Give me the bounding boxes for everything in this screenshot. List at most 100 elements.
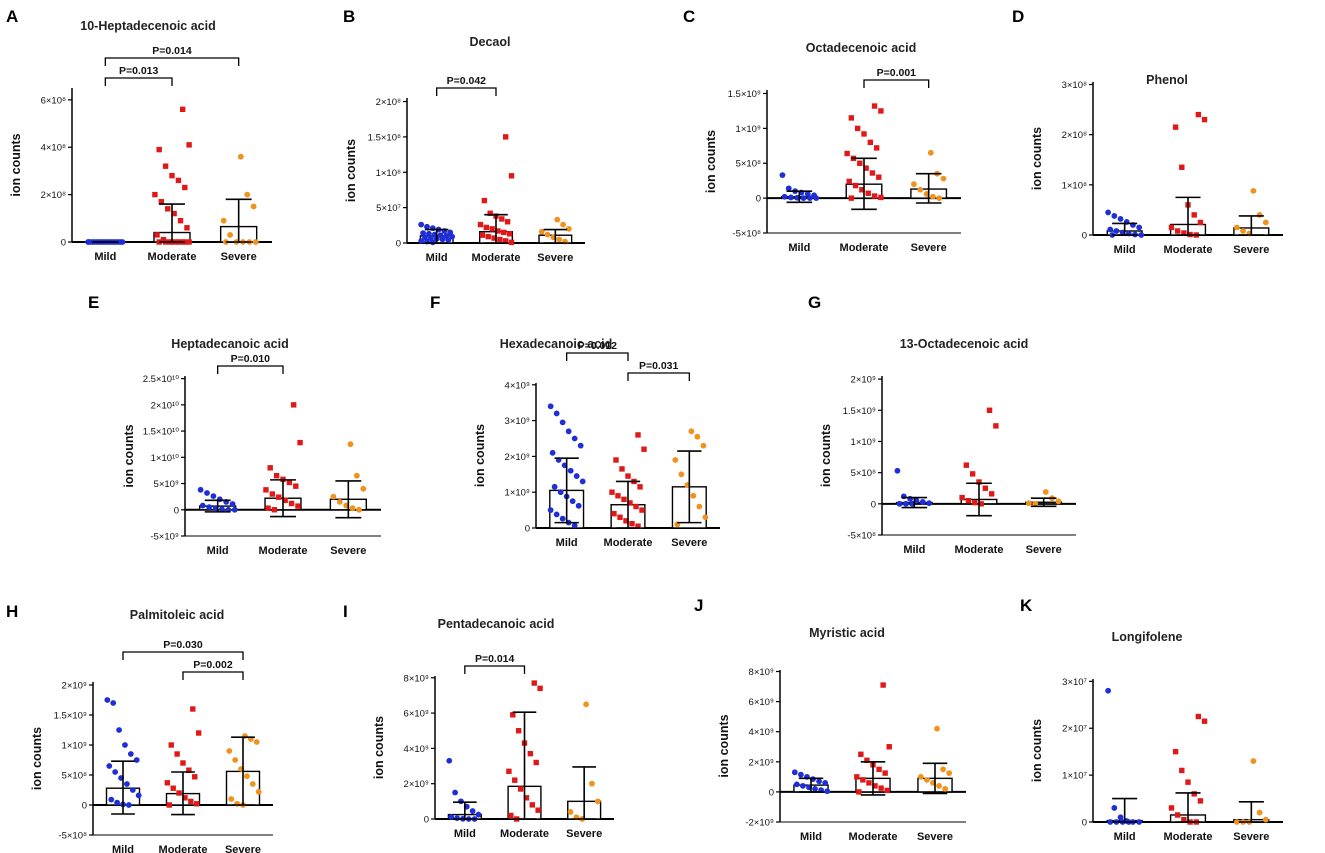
- data-point: [179, 106, 186, 113]
- data-point: [265, 505, 271, 511]
- data-point: [876, 766, 882, 773]
- data-point: [852, 182, 859, 189]
- panel-letter: E: [88, 293, 99, 312]
- data-point: [1117, 216, 1124, 222]
- data-point: [993, 423, 999, 429]
- y-tick-label: 2×10⁷: [1062, 724, 1087, 735]
- data-point: [192, 774, 198, 780]
- data-point: [781, 193, 788, 200]
- y-tick-label: 0: [871, 499, 876, 510]
- group-severe: [1233, 758, 1270, 825]
- data-point: [813, 195, 820, 202]
- data-point: [1233, 819, 1240, 825]
- p-value-label: P=0.031: [639, 360, 679, 372]
- bracket-line: [436, 87, 497, 96]
- data-point: [231, 506, 238, 513]
- data-point: [418, 237, 425, 244]
- data-point: [269, 491, 276, 497]
- data-point: [857, 160, 863, 166]
- data-point: [501, 229, 507, 236]
- data-point: [164, 780, 171, 786]
- data-point: [946, 770, 953, 776]
- panel-letter: C: [683, 7, 695, 26]
- data-point: [858, 751, 864, 757]
- x-category-label: Severe: [1026, 544, 1062, 556]
- data-point: [186, 142, 192, 148]
- data-point: [194, 801, 200, 807]
- data-point: [508, 239, 515, 245]
- y-tick-label: -2×10⁹: [745, 818, 774, 829]
- data-point: [276, 494, 282, 500]
- data-point: [508, 812, 514, 819]
- data-point: [969, 471, 976, 477]
- y-tick-label: 0: [82, 801, 87, 812]
- x-category-label: Severe: [566, 828, 602, 840]
- data-point: [571, 435, 578, 442]
- data-point: [629, 521, 635, 527]
- data-point: [556, 236, 563, 243]
- x-category-label: Severe: [221, 251, 257, 263]
- y-tick-label: 2×10⁹: [851, 375, 876, 386]
- data-point: [846, 178, 852, 185]
- data-point: [176, 790, 182, 796]
- significance-bracket: P=0.030: [122, 639, 244, 660]
- data-point: [579, 478, 586, 485]
- y-tick-label: 3×10⁸: [1062, 80, 1087, 91]
- panel-letter: I: [343, 602, 348, 621]
- data-point: [1055, 498, 1062, 505]
- data-point: [553, 511, 560, 518]
- data-point: [1174, 812, 1181, 818]
- data-point: [559, 515, 566, 522]
- data-point: [506, 768, 512, 775]
- data-point: [125, 802, 132, 808]
- data-point: [1138, 232, 1145, 238]
- data-point: [919, 499, 926, 505]
- y-axis-title: ion counts: [819, 424, 833, 487]
- data-point: [567, 467, 574, 474]
- data-point: [617, 514, 623, 520]
- data-point: [876, 174, 882, 180]
- data-point: [859, 187, 865, 193]
- data-point: [122, 742, 128, 748]
- data-point: [197, 486, 204, 493]
- chart-title: Octadecenoic acid: [806, 41, 916, 55]
- p-value-label: P=0.002: [193, 659, 233, 671]
- x-category-label: Severe: [671, 537, 707, 549]
- y-tick-label: 6×10⁹: [404, 709, 429, 720]
- x-category-label: Severe: [537, 252, 573, 264]
- data-point: [497, 236, 503, 243]
- data-point: [330, 493, 337, 500]
- data-point: [184, 225, 190, 231]
- data-point: [445, 237, 452, 244]
- p-value-label: P=0.012: [578, 340, 618, 352]
- data-point: [508, 173, 515, 179]
- data-point: [1042, 489, 1049, 495]
- data-point: [1195, 111, 1202, 118]
- data-point: [228, 796, 235, 802]
- data-point: [1185, 779, 1191, 785]
- data-point: [1250, 758, 1257, 764]
- data-point: [356, 506, 362, 513]
- y-tick-label: 1.5×10⁹: [728, 89, 761, 100]
- x-category-label: Severe: [1233, 831, 1269, 843]
- data-point: [924, 776, 930, 783]
- bracket-line: [182, 671, 244, 680]
- data-point: [487, 210, 493, 216]
- group-mild: [791, 769, 831, 795]
- data-point: [1201, 116, 1208, 123]
- y-tick-label: 1×10⁹: [851, 437, 876, 448]
- data-point: [621, 496, 627, 503]
- data-point: [168, 742, 174, 748]
- data-point: [988, 491, 995, 497]
- data-point: [537, 685, 543, 692]
- data-point: [282, 497, 288, 504]
- data-point: [871, 103, 878, 109]
- data-point: [226, 748, 233, 754]
- data-point: [854, 125, 861, 132]
- data-point: [812, 785, 818, 792]
- y-tick-label: 2×10⁸: [376, 97, 401, 108]
- panel-letter: G: [808, 293, 821, 312]
- data-point: [479, 232, 486, 238]
- panel-letter: D: [1012, 7, 1024, 26]
